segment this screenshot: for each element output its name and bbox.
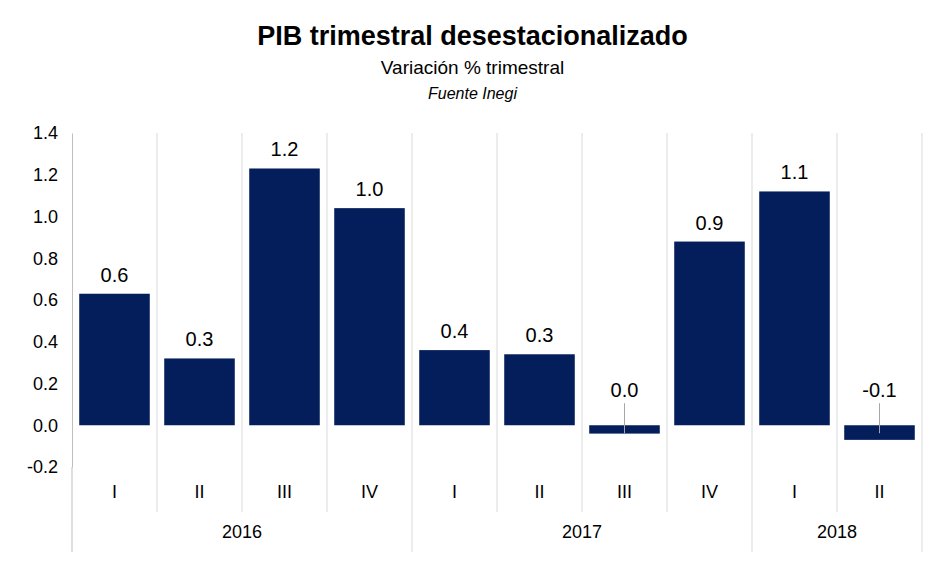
x-tick: II	[874, 467, 884, 502]
y-tick-label: 0.4	[33, 332, 58, 352]
bar	[164, 358, 235, 425]
x-tick: IV	[701, 467, 718, 502]
data-label: 1.0	[356, 178, 384, 200]
x-tick: II	[194, 467, 204, 502]
y-tick: -0.2	[27, 457, 72, 477]
y-tick: 0.8	[33, 249, 72, 269]
y-axis: -0.2 0.0 0.2 0.4 0.6 0.8 1.0 1.2 1.4	[27, 123, 73, 477]
y-tick-label: 1.0	[33, 207, 58, 227]
x-tick: II	[534, 467, 544, 502]
data-label: 0.3	[186, 328, 214, 350]
y-tick: 1.2	[33, 165, 72, 185]
title: PIB trimestral desestacionalizado	[257, 21, 688, 51]
data-label: 0.0	[611, 379, 639, 401]
x-tick-label: I	[112, 482, 117, 502]
x-tick: I	[452, 467, 457, 502]
x-tick-label: II	[194, 482, 204, 502]
x-tick: III	[617, 467, 632, 502]
grid	[157, 133, 922, 552]
y-tick-label: 1.4	[33, 123, 58, 143]
label-leader	[624, 403, 625, 433]
x-tick-label: III	[277, 482, 292, 502]
data-labels: 0.6 0.3 1.2 1.0 0.4 0.3 0.0 0.9 1.1 -0.1	[101, 138, 897, 433]
data-label: 0.3	[526, 324, 554, 346]
y-tick-label: 0.6	[33, 290, 58, 310]
grid-line	[412, 133, 413, 552]
y-tick-label: 0.2	[33, 374, 58, 394]
x-tick: IV	[361, 467, 378, 502]
bar	[674, 242, 745, 426]
grid-line	[752, 133, 753, 552]
y-tick: 0.4	[33, 332, 72, 352]
x-tick-label: IV	[701, 482, 718, 502]
data-label: -0.1	[862, 379, 896, 401]
x-tick-label: IV	[361, 482, 378, 502]
axis-extension	[72, 467, 73, 552]
group-label: 2017	[562, 522, 602, 542]
x-tick-label: II	[534, 482, 544, 502]
data-label: 0.4	[441, 320, 469, 342]
y-tick-label: 0.8	[33, 249, 58, 269]
group-label: 2016	[222, 522, 262, 542]
y-tick-label: 1.2	[33, 165, 58, 185]
chart: PIB trimestral desestacionalizado Variaci…	[0, 0, 945, 561]
grid-line	[837, 133, 838, 512]
y-tick-label: -0.2	[27, 457, 58, 477]
data-label: 0.6	[101, 264, 129, 286]
data-label: 1.1	[781, 161, 809, 183]
y-tick: 1.4	[33, 123, 72, 143]
data-label: 1.2	[271, 138, 299, 160]
y-axis-line	[72, 134, 73, 468]
grid-line	[242, 133, 243, 512]
subtitle: Variación % trimestral	[381, 57, 564, 78]
grid-line	[327, 133, 328, 512]
grid-line	[497, 133, 498, 512]
bars	[79, 168, 915, 439]
bar	[504, 354, 575, 425]
y-tick-label: 0.0	[33, 416, 58, 436]
bar	[334, 208, 405, 425]
x-tick: III	[277, 467, 292, 502]
source: Fuente Inegi	[428, 85, 517, 102]
data-label: 0.9	[696, 212, 724, 234]
x-axis-line	[73, 467, 923, 468]
x-tick: I	[112, 467, 117, 502]
bar	[419, 350, 490, 425]
y-tick: 0.0	[33, 416, 72, 436]
bar	[79, 294, 150, 426]
x-tick-label: I	[452, 482, 457, 502]
x-axis: IIIIIIIVIIIIIIIVIII	[73, 467, 923, 502]
x-tick-label: III	[617, 482, 632, 502]
label-leader	[879, 403, 880, 433]
grid-line	[922, 133, 923, 552]
y-tick: 1.0	[33, 207, 72, 227]
x-tick: I	[792, 467, 797, 502]
grid-line	[582, 133, 583, 512]
x-tick-label: II	[874, 482, 884, 502]
bar	[759, 191, 830, 425]
grid-line	[157, 133, 158, 512]
group-label: 2018	[817, 522, 857, 542]
y-tick: 0.6	[33, 290, 72, 310]
x-tick-label: I	[792, 482, 797, 502]
grid-line	[667, 133, 668, 512]
y-tick: 0.2	[33, 374, 72, 394]
bar	[249, 168, 320, 425]
